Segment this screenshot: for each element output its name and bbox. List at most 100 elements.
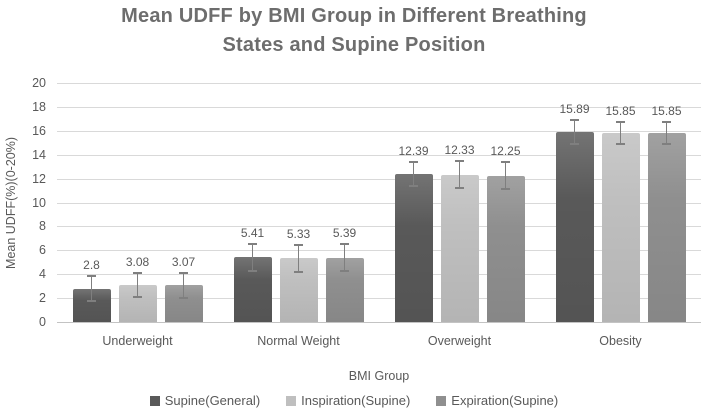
- category-label: Overweight: [427, 334, 492, 348]
- error-bar-cap-bottom: [87, 299, 96, 302]
- y-tick-label: 18: [32, 100, 46, 114]
- error-bar-cap-top: [294, 243, 303, 246]
- bar-slot: 3.07: [164, 83, 203, 322]
- error-bar: [294, 243, 303, 273]
- plot-area: 2.8 3.08 3.07 5.41 5.33 5.39 12.39 12.33 12.25 15…: [57, 83, 701, 323]
- error-bar-cap-bottom: [248, 269, 257, 272]
- chart-title: Mean UDFF by BMI Group in Different Brea…: [0, 2, 708, 60]
- error-bar-line: [459, 160, 460, 189]
- error-bar-cap-top: [179, 272, 188, 275]
- y-tick-label: 16: [32, 124, 46, 138]
- bar-value-label: 15.85: [651, 103, 682, 118]
- error-bar-line: [252, 243, 253, 272]
- error-bar: [501, 161, 510, 190]
- error-bar-line: [344, 243, 345, 272]
- gridline: [57, 179, 701, 180]
- bar: [647, 132, 686, 322]
- bar-groups: 2.8 3.08 3.07 5.41 5.33 5.39 12.39 12.33 12.25 15…: [57, 83, 701, 322]
- bar-slot: 12.25: [486, 83, 525, 322]
- y-tick-label: 6: [39, 243, 46, 257]
- error-bar-cap-bottom: [179, 296, 188, 299]
- error-bar: [87, 275, 96, 302]
- gridline: [57, 203, 701, 204]
- error-bar-line: [505, 161, 506, 190]
- error-bar-line: [620, 120, 621, 145]
- y-tick-label: 10: [32, 196, 46, 210]
- y-axis-ticks: 0 2 4 6 8 10 12 14 16 18 20: [18, 76, 50, 329]
- bar-slot: 15.89: [555, 83, 594, 322]
- error-bar-cap-top: [616, 120, 625, 123]
- error-bar-cap-top: [501, 161, 510, 164]
- bar-slot: 15.85: [601, 83, 640, 322]
- gridline: [57, 226, 701, 227]
- error-bar: [340, 243, 349, 272]
- legend-item: Inspiration(Supine): [286, 393, 410, 408]
- error-bar-cap-bottom: [570, 143, 579, 146]
- y-tick-label: 12: [32, 172, 46, 186]
- chart-title-line-2: States and Supine Position: [222, 34, 486, 56]
- bar-value-label: 3.08: [125, 255, 150, 269]
- legend-marker-icon: [286, 395, 297, 406]
- bar: [555, 132, 594, 322]
- chart-title-line-1: Mean UDFF by BMI Group in Different Brea…: [121, 5, 587, 27]
- category-label: Underweight: [102, 334, 173, 348]
- bar-slot: 5.41: [233, 83, 272, 322]
- bar: [233, 257, 272, 322]
- bar: [601, 132, 640, 322]
- category-label: Obesity: [599, 334, 642, 348]
- bar-value-label: 15.89: [559, 102, 590, 116]
- error-bar-line: [666, 120, 667, 145]
- error-bar-cap-bottom: [340, 269, 349, 272]
- bar-slot: 12.33: [440, 83, 479, 322]
- error-bar-line: [183, 272, 184, 299]
- bar: [440, 174, 479, 322]
- legend-label: Supine(General): [164, 393, 261, 408]
- x-axis-title: BMI Group: [348, 369, 410, 383]
- error-bar-cap-bottom: [616, 142, 625, 145]
- bar: [486, 175, 525, 322]
- bar-value-label: 5.41: [240, 226, 265, 240]
- error-bar-cap-bottom: [455, 187, 464, 189]
- x-axis-category-labels: Underweight Normal Weight Overweight Obesit…: [57, 334, 701, 348]
- bar-group: 5.41 5.33 5.39: [218, 83, 379, 322]
- error-bar-line: [574, 119, 575, 146]
- legend-item: Supine(General): [149, 393, 261, 408]
- error-bar: [179, 272, 188, 299]
- error-bar-cap-top: [409, 160, 418, 163]
- bar-value-label: 12.39: [398, 143, 429, 158]
- error-bar-cap-bottom: [409, 185, 418, 188]
- error-bar: [133, 272, 142, 299]
- gridline: [57, 107, 701, 108]
- error-bar-line: [298, 243, 299, 273]
- bar-group: 15.89 15.85 15.85: [540, 83, 701, 322]
- gridline: [57, 155, 701, 156]
- bar-slot: 5.39: [325, 83, 364, 322]
- legend-label: Inspiration(Supine): [301, 393, 411, 408]
- legend: Supine(General) Inspiration(Supine) Expira…: [0, 393, 708, 408]
- error-bar-cap-top: [248, 243, 257, 246]
- gridline: [57, 83, 701, 84]
- bar-group: 2.8 3.08 3.07: [57, 83, 218, 322]
- error-bar-line: [91, 275, 92, 302]
- error-bar-cap-top: [87, 275, 96, 278]
- category-label: Normal Weight: [257, 334, 340, 348]
- bar: [394, 173, 433, 322]
- bar-group: 12.39 12.33 12.25: [379, 83, 540, 322]
- error-bar-cap-top: [662, 120, 671, 123]
- error-bar: [409, 160, 418, 188]
- bar-value-label: 15.85: [605, 103, 636, 118]
- legend-marker-icon: [436, 395, 447, 406]
- error-bar-cap-top: [455, 160, 464, 163]
- gridline: [57, 274, 701, 275]
- gridline: [57, 250, 701, 251]
- bar-value-label: 5.39: [332, 226, 357, 241]
- bar-value-label: 5.33: [286, 227, 311, 241]
- gridline: [57, 298, 701, 299]
- error-bar: [616, 120, 625, 145]
- error-bar-cap-top: [133, 272, 142, 275]
- error-bar-line: [137, 272, 138, 299]
- legend-item: Expiration(Supine): [436, 393, 558, 408]
- error-bar-cap-bottom: [294, 270, 303, 273]
- error-bar-cap-bottom: [662, 142, 671, 145]
